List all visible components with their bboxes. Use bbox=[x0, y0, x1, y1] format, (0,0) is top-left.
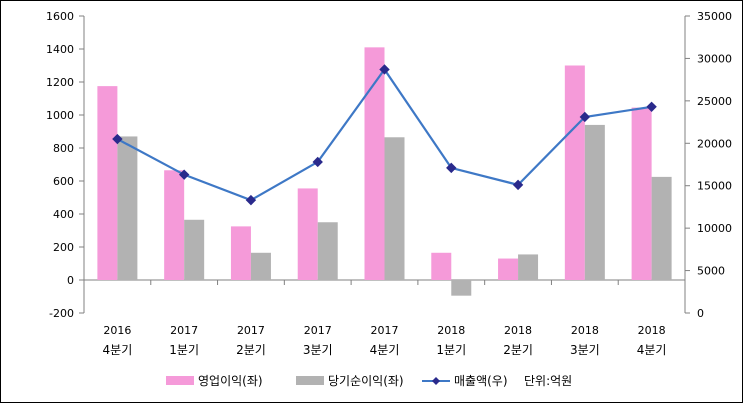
right-axis-tick-label: 15000 bbox=[697, 180, 732, 193]
category-year-label: 2018 bbox=[638, 324, 666, 337]
unit-note: 단위:억원 bbox=[524, 374, 572, 388]
left-axis-tick-label: 1600 bbox=[46, 10, 74, 23]
bar-net-income bbox=[384, 137, 405, 280]
category-year-label: 2018 bbox=[504, 324, 532, 337]
bar-operating-profit bbox=[498, 258, 519, 280]
category-year-label: 2018 bbox=[571, 324, 599, 337]
left-axis-tick-label: 600 bbox=[53, 175, 74, 188]
sales-point bbox=[646, 101, 657, 113]
bar-net-income bbox=[518, 254, 539, 280]
sales-point bbox=[245, 194, 257, 206]
category-quarter-label: 1분기 bbox=[169, 343, 199, 357]
category-year-label: 2017 bbox=[304, 324, 332, 337]
legend-label: 영업이익(좌) bbox=[198, 374, 263, 388]
legend-label: 당기순이익(좌) bbox=[328, 374, 404, 388]
bar-net-income bbox=[451, 280, 472, 296]
bar-net-income bbox=[117, 136, 138, 280]
sales-point bbox=[446, 162, 457, 174]
bar-operating-profit bbox=[164, 170, 185, 280]
sales-point bbox=[512, 179, 524, 191]
category-quarter-label: 3분기 bbox=[303, 343, 333, 357]
left-axis-tick-label: 1000 bbox=[46, 109, 74, 122]
right-axis-tick-label: 5000 bbox=[697, 265, 725, 278]
category-quarter-label: 2분기 bbox=[236, 343, 266, 357]
bar-operating-profit bbox=[431, 252, 452, 280]
sales-point bbox=[379, 64, 390, 75]
legend-swatch bbox=[296, 376, 324, 385]
left-axis-tick-label: 200 bbox=[53, 241, 74, 254]
bar-operating-profit bbox=[631, 107, 652, 280]
sales-point bbox=[579, 111, 591, 123]
category-year-label: 2018 bbox=[437, 324, 465, 337]
left-axis-tick-label: 1200 bbox=[46, 76, 74, 89]
bar-net-income bbox=[651, 176, 672, 280]
bar-operating-profit bbox=[97, 86, 118, 280]
category-quarter-label: 4분기 bbox=[370, 343, 400, 357]
right-axis-tick-label: 30000 bbox=[697, 52, 732, 65]
bar-net-income bbox=[184, 219, 205, 280]
bar-operating-profit bbox=[364, 47, 385, 280]
bar-operating-profit bbox=[230, 226, 251, 280]
left-axis-tick-label: 0 bbox=[67, 274, 74, 287]
legend-marker bbox=[432, 377, 440, 385]
bar-net-income bbox=[250, 252, 271, 280]
category-quarter-label: 1분기 bbox=[436, 343, 466, 357]
right-axis-tick-label: 20000 bbox=[697, 137, 732, 150]
right-axis-tick-label: 0 bbox=[697, 307, 704, 320]
right-axis-tick-label: 35000 bbox=[697, 10, 732, 23]
category-quarter-label: 4분기 bbox=[103, 343, 133, 357]
legend-label: 매출액(우) bbox=[454, 374, 508, 388]
left-axis-tick-label: 1400 bbox=[46, 43, 74, 56]
sales-point bbox=[312, 156, 323, 168]
bar-net-income bbox=[317, 222, 338, 280]
sales-point bbox=[178, 169, 190, 180]
bar-operating-profit bbox=[297, 188, 318, 280]
left-axis-tick-label: 800 bbox=[53, 142, 74, 155]
category-year-label: 2017 bbox=[170, 324, 198, 337]
bar-net-income bbox=[584, 124, 605, 281]
category-quarter-label: 2분기 bbox=[503, 343, 533, 357]
left-axis-tick-label: 400 bbox=[53, 208, 74, 221]
category-quarter-label: 3분기 bbox=[570, 343, 600, 357]
left-axis-tick-label: -200 bbox=[49, 307, 74, 320]
legend-swatch bbox=[166, 376, 194, 385]
category-quarter-label: 4분기 bbox=[637, 343, 667, 357]
category-year-label: 2017 bbox=[371, 324, 399, 337]
category-year-label: 2017 bbox=[237, 324, 265, 337]
right-axis-tick-label: 10000 bbox=[697, 222, 732, 235]
bar-operating-profit bbox=[564, 65, 585, 280]
category-year-label: 2016 bbox=[103, 324, 131, 337]
right-axis-tick-label: 25000 bbox=[697, 95, 732, 108]
sales-point bbox=[112, 133, 123, 145]
